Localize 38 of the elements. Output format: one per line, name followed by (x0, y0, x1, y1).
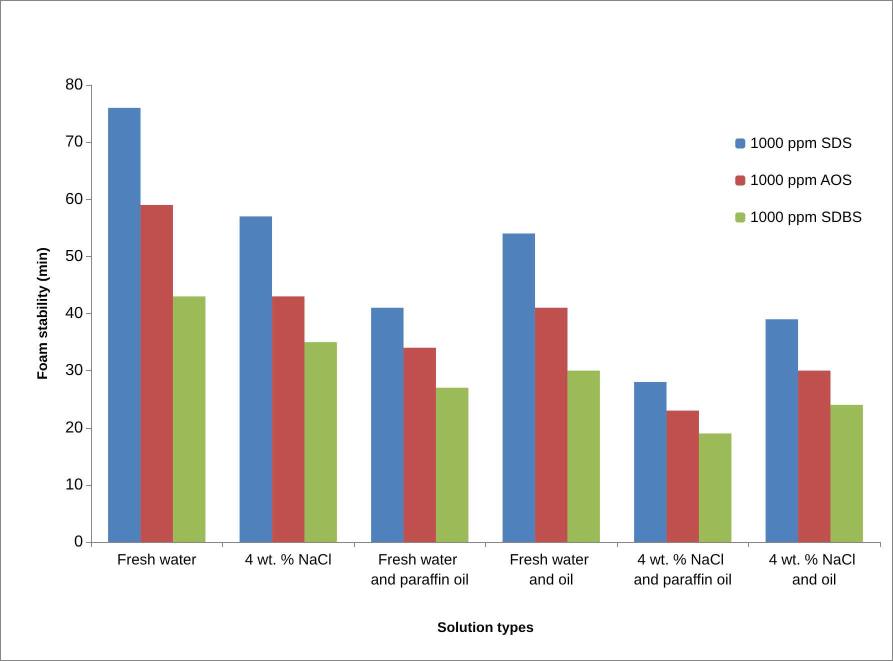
y-tick-label: 60 (65, 190, 84, 208)
legend-label: 1000 ppm SDBS (750, 209, 862, 226)
bar (567, 370, 600, 542)
x-tick-label: 4 wt. % NaCl and paraffin oil (634, 552, 732, 588)
bar (140, 204, 173, 542)
legend-label: 1000 ppm SDS (750, 135, 852, 152)
bar (436, 388, 468, 542)
y-axis-title: Foam stability (min) (34, 247, 50, 380)
x-tick-label: 4 wt. % NaCl and oil (768, 552, 860, 588)
bar (304, 342, 337, 542)
legend-label: 1000 ppm AOS (750, 172, 852, 189)
bar (272, 296, 304, 542)
y-tick-label: 0 (74, 534, 84, 550)
y-tick-label: 40 (65, 305, 84, 322)
y-tick-label: 80 (65, 76, 84, 94)
x-tick-label: Fresh water and paraffin oil (370, 552, 469, 588)
bar (698, 433, 732, 542)
x-tick-label: Fresh water and oil (510, 552, 593, 588)
bar (172, 296, 206, 542)
bar (535, 308, 568, 542)
bar (240, 216, 272, 542)
bar (634, 382, 667, 542)
bar (666, 410, 699, 542)
bar (830, 404, 863, 542)
x-axis-title: Solution types (437, 619, 534, 635)
bar (502, 234, 536, 542)
bar (766, 319, 798, 542)
bar (798, 370, 830, 542)
y-tick-label: 50 (65, 248, 84, 265)
bar (371, 308, 404, 542)
bar (108, 108, 141, 542)
x-tick-label: Fresh water (117, 552, 196, 568)
x-tick-label: 4 wt. % NaCl (244, 552, 332, 568)
y-tick-label: 20 (65, 419, 84, 436)
y-tick-label: 10 (65, 476, 84, 494)
y-tick-label: 30 (65, 362, 84, 380)
bar (404, 348, 436, 542)
y-tick-label: 70 (65, 134, 84, 151)
